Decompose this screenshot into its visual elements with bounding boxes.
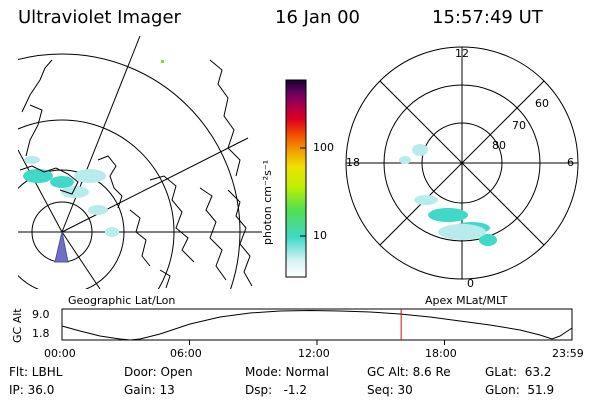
status-gain: Gain: 13 (124, 383, 175, 397)
status-gc-alt: GC Alt: 8.6 Re (367, 365, 451, 379)
mlt-label-6: 6 (567, 156, 574, 169)
lat-circle (18, 53, 241, 289)
colorbar-tick-100: 100 (313, 141, 334, 154)
status-dsp: Dsp: -1.2 (245, 383, 308, 397)
mlt-label-12: 12 (455, 47, 469, 60)
status-mode: Mode: Normal (245, 365, 329, 379)
date-label: 16 Jan 00 (275, 7, 360, 28)
mlat-label-80: 80 (492, 139, 506, 152)
aurora-blob (105, 227, 119, 237)
status-ip: IP: 36.0 (9, 383, 55, 397)
aurora-blob (24, 156, 40, 164)
color-bar-gradient (285, 79, 307, 278)
status-flt: Flt: LBHL (9, 365, 63, 379)
color-bar (285, 79, 307, 278)
lon-line (61, 231, 101, 289)
coastline (19, 165, 79, 195)
coastline (199, 187, 227, 281)
status-door: Door: Open (124, 365, 193, 379)
polar-aurora (414, 195, 438, 205)
polar-aurora (428, 208, 468, 222)
apex-caption: Apex MLat/MLT (425, 294, 508, 307)
coastline (149, 175, 195, 263)
mlat-label-70: 70 (512, 119, 526, 132)
polar-plot (345, 46, 579, 280)
status-glat: GLat: 63.2 (485, 365, 552, 379)
coastline (129, 209, 151, 267)
instrument-title: Ultraviolet Imager (18, 7, 181, 28)
xtick-1800: 18:00 (425, 347, 457, 360)
altitude-frame (61, 308, 573, 341)
mlt-label-18: 18 (346, 156, 360, 169)
altitude-ylabel: GC Alt (11, 308, 24, 343)
mlt-label-0: 0 (467, 277, 474, 290)
coastline (159, 269, 171, 289)
lon-line (61, 36, 141, 233)
status-seq: Seq: 30 (367, 383, 413, 397)
aurora-blob (61, 186, 89, 198)
geographic-map (18, 36, 262, 289)
geographic-caption: Geographic Lat/Lon (68, 294, 176, 307)
polar-axis (379, 80, 545, 246)
coastline (97, 155, 123, 209)
green-marker (161, 60, 164, 63)
mlat-label-60: 60 (535, 97, 549, 110)
colorbar-tick-10: 10 (313, 229, 327, 242)
lon-line (61, 137, 249, 233)
xtick-0000: 00:00 (44, 347, 76, 360)
time-label: 15:57:49 UT (432, 7, 543, 28)
colorbar-label: photon cm⁻²s⁻¹ (261, 159, 274, 245)
xtick-0600: 06:00 (170, 347, 202, 360)
coastline (21, 59, 53, 157)
aurora-blob (88, 205, 108, 215)
altitude-ytick-top: 9.0 (32, 308, 50, 321)
pole-sector (54, 231, 69, 263)
aurora-blob (50, 176, 74, 188)
polar-aurora (479, 234, 497, 246)
polar-aurora (399, 156, 411, 164)
xtick-2359: 23:59 (552, 347, 584, 360)
aurora-blob (23, 169, 53, 183)
altitude-plot (61, 308, 573, 345)
polar-aurora (412, 144, 428, 156)
aurora-blob (74, 169, 106, 183)
xtick-1200: 12:00 (298, 347, 330, 360)
coastline (227, 189, 253, 287)
status-glon: GLon: 51.9 (485, 383, 555, 397)
lon-line (18, 149, 63, 233)
coastline (209, 59, 241, 177)
altitude-ytick-bottom: 1.8 (32, 327, 50, 340)
altitude-curve (61, 309, 573, 341)
polar-aurora (438, 224, 486, 240)
